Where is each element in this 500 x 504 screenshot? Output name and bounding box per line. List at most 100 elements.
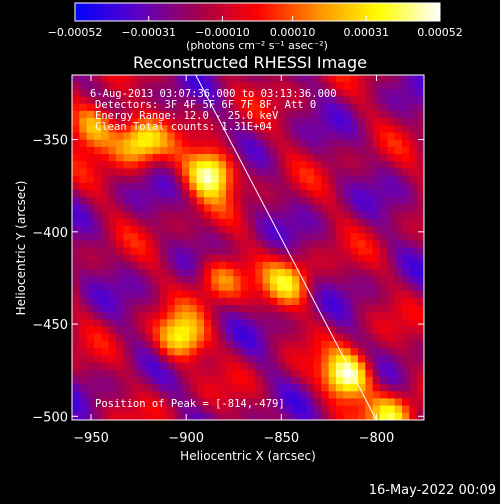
heatmap-cell [380, 305, 388, 313]
x-tick-label: −950 [73, 431, 109, 446]
heatmap-cell [306, 405, 315, 414]
heatmap-cell [218, 398, 227, 407]
heatmap-cell [152, 369, 161, 378]
heatmap-cell [387, 261, 396, 270]
heatmap-cell [372, 225, 381, 234]
heatmap-cell [182, 218, 190, 227]
heatmap-cell [306, 168, 315, 177]
heatmap-cell [416, 305, 424, 313]
heatmap-cell [226, 276, 234, 284]
heatmap-cell [394, 376, 403, 385]
heatmap-cell [72, 312, 80, 320]
heatmap-cell [189, 190, 198, 198]
heatmap-cell [394, 225, 403, 234]
heatmap-cell [409, 355, 418, 363]
heatmap-cell [240, 297, 249, 306]
heatmap-cell [314, 190, 322, 198]
heatmap-cell [218, 211, 227, 220]
heatmap-cell [416, 340, 424, 349]
heatmap-cell [277, 276, 286, 284]
heatmap-cell [167, 319, 176, 328]
heatmap-cell [174, 218, 183, 227]
heatmap-cell [248, 305, 256, 313]
heatmap-cell [321, 247, 330, 256]
heatmap-cell [233, 75, 242, 83]
heatmap-cell [255, 233, 264, 241]
heatmap-cell [409, 261, 418, 270]
heatmap-cell [182, 190, 190, 198]
heatmap-cell [336, 398, 344, 407]
heatmap-cell [160, 283, 168, 292]
heatmap-cell [211, 132, 220, 141]
heatmap-cell [233, 132, 242, 141]
heatmap-cell [299, 146, 308, 155]
heatmap-cell [402, 190, 410, 198]
heatmap-cell [130, 355, 139, 363]
heatmap-cell [204, 154, 212, 162]
heatmap-cell [248, 297, 256, 306]
heatmap-cell [248, 161, 256, 169]
heatmap-cell [174, 384, 183, 392]
heatmap-cell [86, 225, 95, 234]
heatmap-cell [130, 283, 139, 292]
heatmap-cell [72, 384, 80, 392]
heatmap-cell [255, 82, 264, 90]
heatmap-cell [358, 254, 366, 263]
heatmap-cell [277, 405, 286, 414]
heatmap-cell [94, 139, 102, 148]
heatmap-cell [86, 276, 95, 284]
heatmap-cell [79, 247, 88, 256]
heatmap-cell [130, 261, 139, 270]
heatmap-cell [174, 89, 183, 98]
heatmap-cell [365, 154, 374, 162]
heatmap-cell [387, 96, 396, 105]
heatmap-cell [233, 240, 242, 248]
heatmap-cell [321, 312, 330, 320]
heatmap-cell [365, 96, 374, 105]
heatmap-cell [321, 261, 330, 270]
heatmap-cell [123, 139, 132, 148]
heatmap-cell [365, 197, 374, 205]
heatmap-cell [86, 333, 95, 342]
y-axis-ticks: −350−400−450−500 [32, 134, 424, 425]
heatmap-cell [79, 82, 88, 90]
heatmap-cell [292, 197, 300, 205]
heatmap-cell [116, 168, 124, 177]
heatmap-cell [380, 190, 388, 198]
heatmap-cell [372, 211, 381, 220]
heatmap-cell [365, 89, 374, 98]
heatmap-cell [79, 218, 88, 227]
heatmap-cell [233, 211, 242, 220]
heatmap-cell [358, 146, 366, 155]
heatmap-cell [402, 398, 410, 407]
heatmap-cell [292, 161, 300, 169]
heatmap-cell [101, 240, 110, 248]
heatmap-cell [350, 333, 359, 342]
heatmap-cell [130, 89, 139, 98]
heatmap-cell [402, 391, 410, 399]
heatmap-cell [145, 233, 154, 241]
heatmap-cell [116, 225, 124, 234]
heatmap-cell [218, 384, 227, 392]
heatmap-cell [160, 276, 168, 284]
heatmap-cell [160, 89, 168, 98]
heatmap-cell [101, 190, 110, 198]
heatmap-cell [211, 326, 220, 335]
heatmap-cell [94, 254, 102, 263]
heatmap-cell [270, 89, 278, 98]
heatmap-cell [328, 348, 337, 356]
heatmap-cell [174, 168, 183, 177]
heatmap-cell [321, 161, 330, 169]
heatmap-cell [101, 398, 110, 407]
heatmap-cell [182, 247, 190, 256]
heatmap-cell [174, 276, 183, 284]
heatmap-cell [336, 110, 344, 119]
heatmap-cell [108, 240, 117, 248]
heatmap-cell [255, 175, 264, 184]
heatmap-cell [358, 412, 366, 420]
heatmap-cell [402, 290, 410, 299]
heatmap-cell [101, 118, 110, 126]
heatmap-cell [409, 405, 418, 414]
heatmap-cell [196, 118, 205, 126]
heatmap-cell [152, 283, 161, 292]
